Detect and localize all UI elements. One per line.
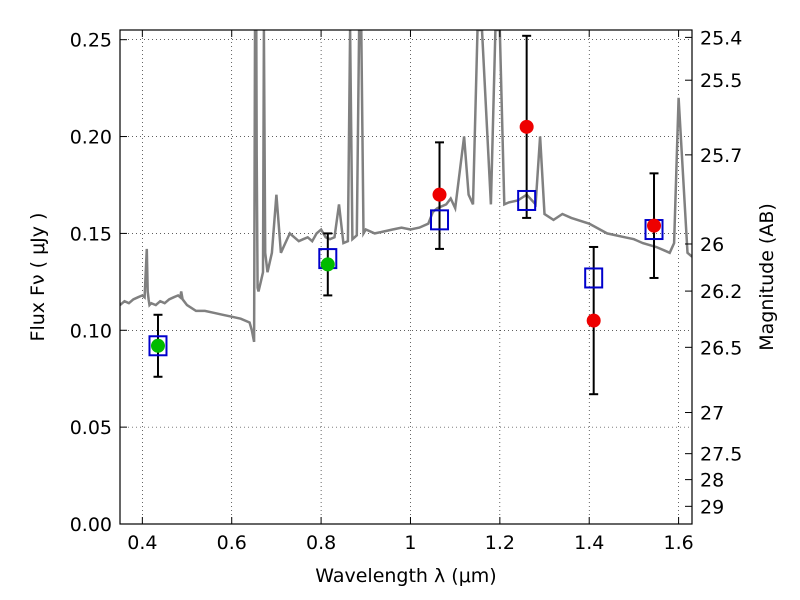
y-tick-label: 0.05 [70, 417, 112, 439]
y-tick-label: 0.00 [70, 514, 112, 536]
photometry-square-point [430, 209, 450, 231]
y-axis-title: Flux Fν ( μJy ) [27, 213, 49, 342]
mag-tick-label: 25.5 [700, 70, 742, 92]
mag-tick-label: 26.2 [700, 281, 742, 303]
photometry-circle-point [150, 338, 165, 353]
x-tick-label: 0.4 [127, 532, 157, 554]
plot-area [120, 30, 692, 396]
data-markers [148, 119, 664, 357]
mag-tick-label: 27.5 [700, 444, 742, 466]
error-bars [153, 34, 659, 396]
photometry-square-point [517, 189, 537, 211]
mag-tick-label: 25.4 [700, 27, 742, 49]
photometry-circle-point [432, 187, 447, 202]
mag-tick-label: 27 [700, 403, 724, 425]
mag-tick-label: 26 [700, 234, 724, 256]
mag-tick-label: 29 [700, 496, 724, 518]
grid-lines [120, 30, 692, 525]
y-tick-label: 0.15 [70, 223, 112, 245]
photometry-circle-point [647, 218, 662, 233]
x-axis-title: Wavelength λ (μm) [315, 565, 496, 587]
mag-tick-label: 28 [700, 470, 724, 492]
axis-ticks: 0.4 0.6 0.8 1 1.2 1.4 1.6 0.00 0.05 0.10 0.15 0.20 0… [70, 27, 743, 554]
x-tick-label: 0.8 [306, 532, 336, 554]
x-tick-label: 1 [404, 532, 416, 554]
y-tick-label: 0.25 [70, 30, 112, 52]
right-axis-title: Magnitude (AB) [756, 203, 778, 351]
x-tick-label: 1.6 [663, 532, 693, 554]
photometry-circle-point [519, 119, 534, 134]
x-tick-label: 0.6 [217, 532, 247, 554]
model-spectrum-line [120, 30, 692, 343]
photometry-square-point [584, 267, 604, 289]
photometry-square-point [148, 335, 168, 357]
x-tick-label: 1.4 [574, 532, 604, 554]
mag-tick-label: 25.7 [700, 145, 742, 167]
mag-tick-label: 26.5 [700, 337, 742, 359]
x-tick-label: 1.2 [485, 532, 515, 554]
plot-frame [119, 29, 693, 525]
y-tick-label: 0.10 [70, 320, 112, 342]
photometry-circle-point [586, 313, 601, 328]
y-tick-label: 0.20 [70, 127, 112, 149]
photometry-circle-point [320, 257, 335, 272]
